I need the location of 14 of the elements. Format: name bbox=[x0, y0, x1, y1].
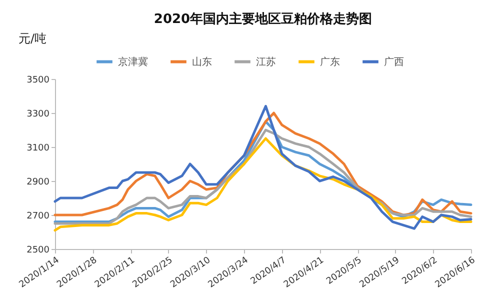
y-tick-label: 2700 bbox=[26, 212, 50, 222]
y-tick-label: 3500 bbox=[26, 76, 50, 86]
y-tick-label: 3300 bbox=[26, 110, 50, 120]
legend-label: 山东 bbox=[192, 56, 212, 68]
legend-label: 江苏 bbox=[256, 56, 276, 68]
y-tick-label: 2500 bbox=[26, 246, 50, 256]
line-series bbox=[54, 104, 472, 230]
legend-label: 广西 bbox=[384, 56, 404, 68]
y-tick-label: 2900 bbox=[26, 178, 50, 188]
y-tick-label: 3100 bbox=[26, 144, 50, 154]
legend-label: 广东 bbox=[320, 56, 340, 68]
legend-label: 京津冀 bbox=[118, 56, 148, 68]
chart-title: 2020年国内主要地区豆粕价格走势图 bbox=[154, 11, 372, 27]
y-axis-title: 元/吨 bbox=[18, 32, 47, 46]
